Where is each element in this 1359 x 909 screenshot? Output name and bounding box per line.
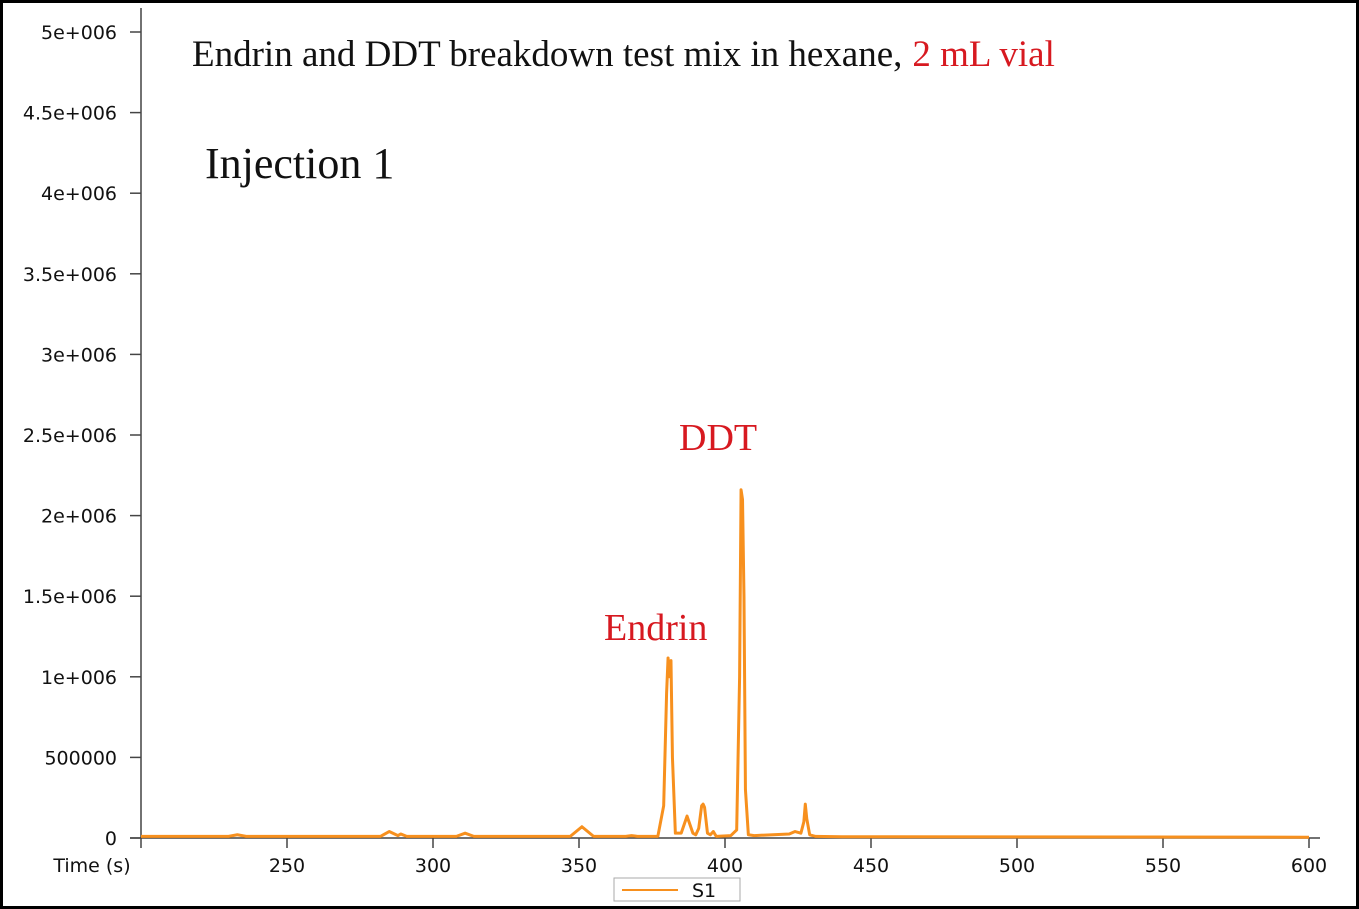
annotation: Injection 1: [205, 139, 394, 188]
y-tick-label: 5e+006: [41, 22, 117, 44]
y-tick-label: 4e+006: [41, 183, 117, 205]
annotation: DDT: [679, 417, 757, 459]
chart-title: Endrin and DDT breakdown test mix in hex…: [192, 34, 1055, 75]
y-tick-label: 3e+006: [41, 344, 117, 366]
y-tick-label: 1.5e+006: [23, 586, 117, 608]
x-tick-label: 500: [999, 855, 1035, 877]
x-tick-label: 250: [269, 855, 305, 877]
x-tick-label: 400: [707, 855, 743, 877]
x-tick-label: 350: [561, 855, 597, 877]
x-tick-label: 550: [1145, 855, 1181, 877]
legend-label: S1: [692, 880, 716, 902]
y-tick-label: 4.5e+006: [23, 103, 117, 125]
y-tick-label: 1e+006: [41, 667, 117, 689]
y-tick-label: 500000: [44, 747, 117, 769]
annotation: Endrin: [604, 607, 707, 649]
title-main: Endrin and DDT breakdown test mix in hex…: [192, 34, 902, 75]
title-highlight: 2 mL vial: [912, 34, 1055, 75]
y-tick-label: 2e+006: [41, 506, 117, 528]
y-tick-label: 0: [105, 828, 117, 850]
x-tick-label: 600: [1291, 855, 1327, 877]
x-tick-label: 450: [853, 855, 889, 877]
x-tick-label: 300: [415, 855, 451, 877]
series-line: [141, 488, 1310, 839]
y-tick-label: 2.5e+006: [23, 425, 117, 447]
x-axis-label: Time (s): [52, 855, 130, 877]
y-tick-label: 3.5e+006: [23, 264, 117, 286]
